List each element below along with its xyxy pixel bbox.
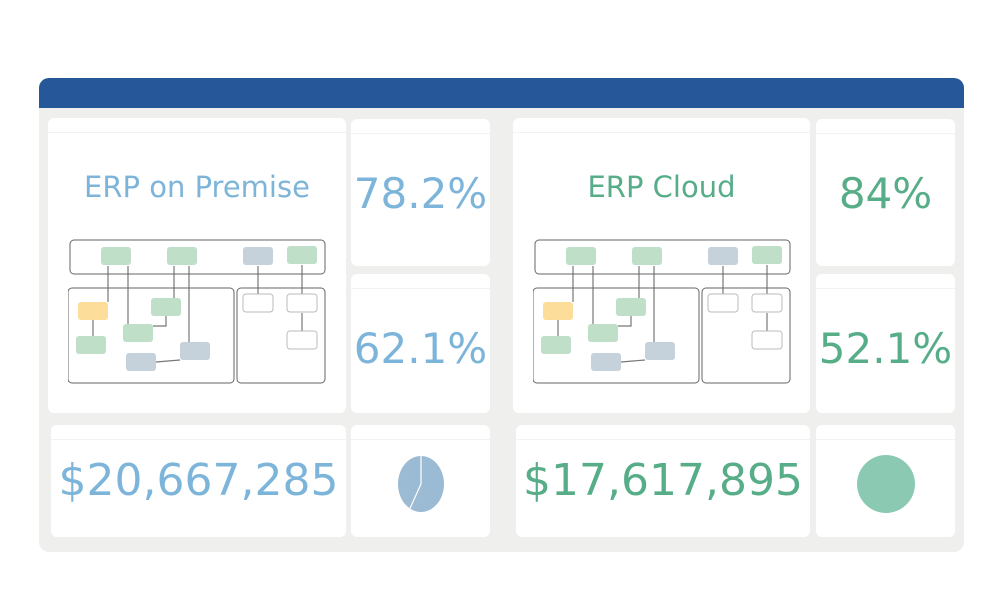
cloud-stat1-card[interactable]: 84% bbox=[816, 119, 955, 266]
diagram-node bbox=[167, 247, 197, 265]
diagram-node bbox=[707, 293, 739, 313]
cloud-pie-card[interactable] bbox=[816, 425, 955, 537]
diagram-node bbox=[287, 246, 317, 264]
cloud-architecture-diagram bbox=[533, 239, 791, 384]
diagram-node bbox=[752, 246, 782, 264]
premise-card[interactable]: ERP on Premise bbox=[48, 118, 346, 413]
premise-stat1: 78.2% bbox=[353, 169, 488, 218]
connector-line bbox=[153, 316, 167, 327]
diagram-container bbox=[69, 239, 326, 275]
dashboard-header bbox=[39, 78, 964, 108]
cloud-amount-card[interactable]: $17,617,895 bbox=[516, 425, 810, 537]
cloud-stat2-card[interactable]: 52.1% bbox=[816, 274, 955, 413]
cloud-title: ERP Cloud bbox=[587, 170, 736, 204]
diagram-node bbox=[180, 342, 210, 360]
diagram-node bbox=[243, 247, 273, 265]
pie-slice bbox=[857, 455, 915, 513]
diagram-node bbox=[751, 330, 783, 350]
diagram-node bbox=[588, 324, 618, 342]
premise-amount: $20,667,285 bbox=[58, 455, 339, 506]
diagram-node bbox=[541, 336, 571, 354]
diagram-node bbox=[708, 247, 738, 265]
premise-stat2: 62.1% bbox=[353, 324, 488, 373]
diagram-node bbox=[566, 247, 596, 265]
diagram-node bbox=[76, 336, 106, 354]
diagram-container bbox=[533, 287, 700, 384]
dashboard: ERP on Premise 78.2% 62.1% $20,667,285 E… bbox=[39, 78, 964, 552]
diagram-node bbox=[286, 330, 318, 350]
diagram-node bbox=[242, 293, 274, 313]
premise-stat2-card[interactable]: 62.1% bbox=[351, 274, 490, 413]
diagram-container bbox=[236, 287, 326, 384]
diagram-node bbox=[151, 298, 181, 316]
premise-amount-card[interactable]: $20,667,285 bbox=[51, 425, 346, 537]
pie-slice-divider bbox=[409, 456, 422, 509]
diagram-node bbox=[632, 247, 662, 265]
diagram-node bbox=[286, 293, 318, 313]
diagram-node bbox=[751, 293, 783, 313]
premise-title: ERP on Premise bbox=[84, 170, 310, 204]
diagram-node bbox=[126, 353, 156, 371]
cloud-stat2: 52.1% bbox=[818, 324, 953, 373]
diagram-node bbox=[543, 302, 573, 320]
premise-architecture-diagram bbox=[68, 239, 326, 384]
diagram-node bbox=[101, 247, 131, 265]
premise-pie bbox=[398, 456, 444, 512]
cloud-card[interactable]: ERP Cloud bbox=[513, 118, 810, 413]
cloud-pie bbox=[857, 455, 915, 513]
premise-stat1-card[interactable]: 78.2% bbox=[351, 119, 490, 266]
cloud-amount: $17,617,895 bbox=[523, 455, 803, 506]
diagram-node bbox=[645, 342, 675, 360]
diagram-node bbox=[123, 324, 153, 342]
diagram-container bbox=[68, 287, 235, 384]
diagram-container bbox=[701, 287, 791, 384]
diagram-node bbox=[616, 298, 646, 316]
connector-line bbox=[155, 359, 181, 363]
diagram-container bbox=[534, 239, 791, 275]
diagram-node bbox=[591, 353, 621, 371]
cloud-stat1: 84% bbox=[838, 169, 933, 218]
diagram-node bbox=[78, 302, 108, 320]
connector-line bbox=[620, 359, 646, 363]
connector-line bbox=[618, 316, 632, 327]
premise-pie-card[interactable] bbox=[351, 425, 490, 537]
